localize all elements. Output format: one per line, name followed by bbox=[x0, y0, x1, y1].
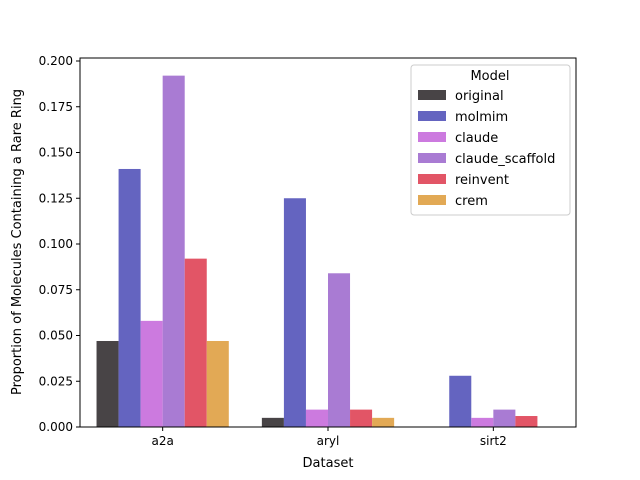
bar-crem-a2a bbox=[206, 340, 229, 427]
legend: Model original molmim claude claude_scaffol… bbox=[410, 64, 571, 216]
bar-molmim-aryl bbox=[283, 198, 306, 427]
x-axis-label: Dataset bbox=[303, 456, 354, 471]
x-axis: a2a aryl sirt2 bbox=[151, 427, 507, 448]
y-tick-label: 0.150 bbox=[39, 146, 73, 160]
y-tick-label: 0.050 bbox=[39, 329, 73, 343]
y-axis: 0.000 0.025 0.050 0.075 0.100 0.125 0.150 0.175… bbox=[39, 54, 80, 434]
legend-swatch-original bbox=[418, 90, 446, 100]
bar-claude_scaffold-aryl bbox=[328, 273, 351, 427]
bar-molmim-sirt2 bbox=[449, 375, 472, 427]
y-tick-label: 0.175 bbox=[39, 100, 73, 114]
x-tick-label-a2a: a2a bbox=[151, 434, 173, 448]
y-tick-label: 0.075 bbox=[39, 283, 73, 297]
legend-swatch-reinvent bbox=[418, 174, 446, 184]
bar-claude-sirt2 bbox=[471, 417, 494, 427]
legend-swatch-claude bbox=[418, 132, 446, 142]
bar-original-aryl bbox=[261, 417, 284, 427]
legend-title: Model bbox=[470, 69, 509, 84]
x-tick-label-aryl: aryl bbox=[317, 434, 340, 448]
y-axis-label: Proportion of Molecules Containing a Rar… bbox=[10, 89, 25, 395]
legend-frame bbox=[410, 64, 571, 216]
bar-crem-aryl bbox=[372, 417, 395, 427]
legend-label-reinvent: reinvent bbox=[455, 173, 509, 188]
legend-swatch-claude_scaffold bbox=[418, 153, 446, 163]
bar-original-a2a bbox=[96, 340, 119, 427]
bar-claude_scaffold-a2a bbox=[162, 75, 185, 427]
legend-items: original molmim claude claude_scaffoldreinv… bbox=[418, 89, 555, 209]
bar-claude-aryl bbox=[305, 409, 328, 427]
legend-label-crem: crem bbox=[455, 194, 488, 209]
legend-label-claude_scaffold: claude_scaffold bbox=[455, 152, 555, 167]
bar-claude-a2a bbox=[140, 320, 163, 427]
bar-molmim-a2a bbox=[118, 168, 141, 427]
y-tick-label: 0.025 bbox=[39, 374, 73, 388]
legend-swatch-molmim bbox=[418, 111, 446, 121]
y-tick-label: 0.000 bbox=[39, 420, 73, 434]
y-tick-label: 0.100 bbox=[39, 237, 73, 251]
legend-label-original: original bbox=[455, 89, 504, 104]
y-tick-label: 0.200 bbox=[39, 54, 73, 68]
bar-reinvent-a2a bbox=[184, 258, 207, 427]
legend-swatch-crem bbox=[418, 195, 446, 205]
bar-claude_scaffold-sirt2 bbox=[493, 409, 516, 427]
bar-reinvent-aryl bbox=[350, 409, 373, 427]
x-tick-label-sirt2: sirt2 bbox=[480, 434, 507, 448]
legend-label-claude: claude bbox=[455, 131, 498, 146]
y-tick-label: 0.125 bbox=[39, 191, 73, 205]
bar-reinvent-sirt2 bbox=[515, 416, 538, 427]
legend-label-molmim: molmim bbox=[455, 110, 508, 125]
bars-group bbox=[96, 75, 538, 427]
